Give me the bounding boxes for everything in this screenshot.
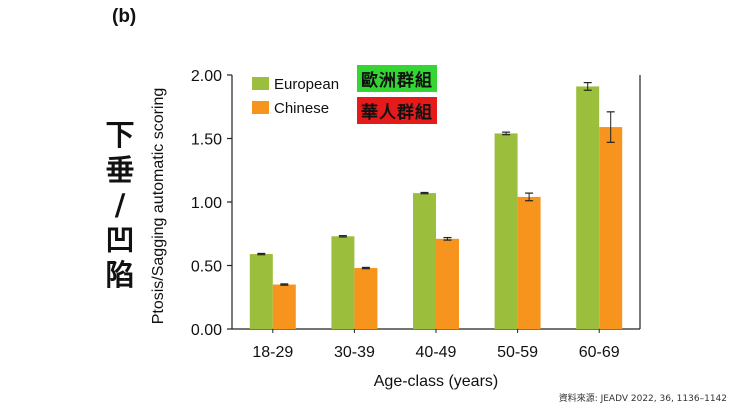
bar-european [576, 86, 600, 330]
bar-chinese [354, 268, 378, 329]
bar-chinese [517, 196, 541, 329]
source-citation: 資料來源: JEADV 2022, 36, 1136–1142 [558, 394, 727, 404]
bar-european [249, 254, 273, 329]
x-tick-label: 40-49 [416, 344, 457, 361]
vertical-label-char: 陷 [105, 258, 135, 292]
vertical-label-char: 垂 [105, 153, 135, 187]
legend-label-european: European [274, 76, 339, 93]
y-tick-label: 2.00 [191, 68, 222, 85]
legend-tag-european: 歐洲群組 [357, 65, 437, 92]
x-tick-label: 60-69 [579, 344, 620, 361]
y-tick-label: 0.50 [191, 259, 222, 276]
bar-chinese [599, 127, 623, 329]
panel-label: (b) [112, 6, 137, 27]
x-axis-label: Age-class (years) [374, 373, 498, 390]
y-tick-label: 0.00 [191, 322, 222, 339]
vertical-label-char: 凹 [105, 223, 135, 257]
y-axis-label: Ptosis/Sagging automatic scoring [150, 88, 167, 325]
y-tick-label: 1.00 [191, 195, 222, 212]
x-tick-label: 50-59 [497, 344, 538, 361]
bar-chinese [436, 238, 459, 329]
y-tick-label: 1.50 [191, 132, 222, 149]
bar-european [413, 193, 436, 329]
legend-label-chinese: Chinese [274, 100, 329, 117]
vertical-label-char: 下 [105, 118, 135, 152]
legend-swatch-european [252, 77, 269, 90]
bar-chinese [272, 284, 296, 329]
vertical-label-char: / [114, 188, 126, 222]
bar-european [331, 236, 355, 329]
bar-european [494, 133, 518, 329]
vertical-label: 下 垂 / 凹 陷 [100, 118, 140, 293]
legend-tag-chinese: 華人群組 [357, 97, 437, 124]
x-tick-label: 30-39 [334, 344, 375, 361]
legend-swatch-chinese [252, 101, 269, 114]
x-tick-label: 18-29 [252, 344, 293, 361]
